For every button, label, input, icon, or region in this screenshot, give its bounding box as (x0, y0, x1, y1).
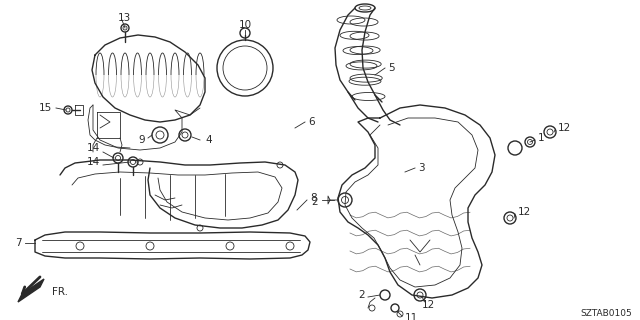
Text: SZTAB0105: SZTAB0105 (580, 309, 632, 318)
Text: 12: 12 (558, 123, 572, 133)
Text: 10: 10 (239, 20, 252, 30)
Text: 14: 14 (87, 157, 100, 167)
Text: 14: 14 (87, 143, 100, 153)
Text: 12: 12 (421, 300, 435, 310)
Text: 1: 1 (538, 133, 545, 143)
Text: 4: 4 (205, 135, 212, 145)
Text: 2: 2 (358, 290, 365, 300)
Text: 9: 9 (138, 135, 145, 145)
Text: 5: 5 (388, 63, 395, 73)
Text: 11: 11 (405, 313, 419, 320)
Text: 13: 13 (118, 13, 131, 23)
Text: 2: 2 (312, 197, 318, 207)
Text: 15: 15 (39, 103, 52, 113)
Text: FR.: FR. (52, 287, 68, 297)
Text: 3: 3 (418, 163, 424, 173)
Text: 8: 8 (310, 193, 317, 203)
Text: 12: 12 (518, 207, 531, 217)
Text: 7: 7 (15, 238, 22, 248)
Polygon shape (18, 279, 44, 302)
Text: 6: 6 (308, 117, 315, 127)
